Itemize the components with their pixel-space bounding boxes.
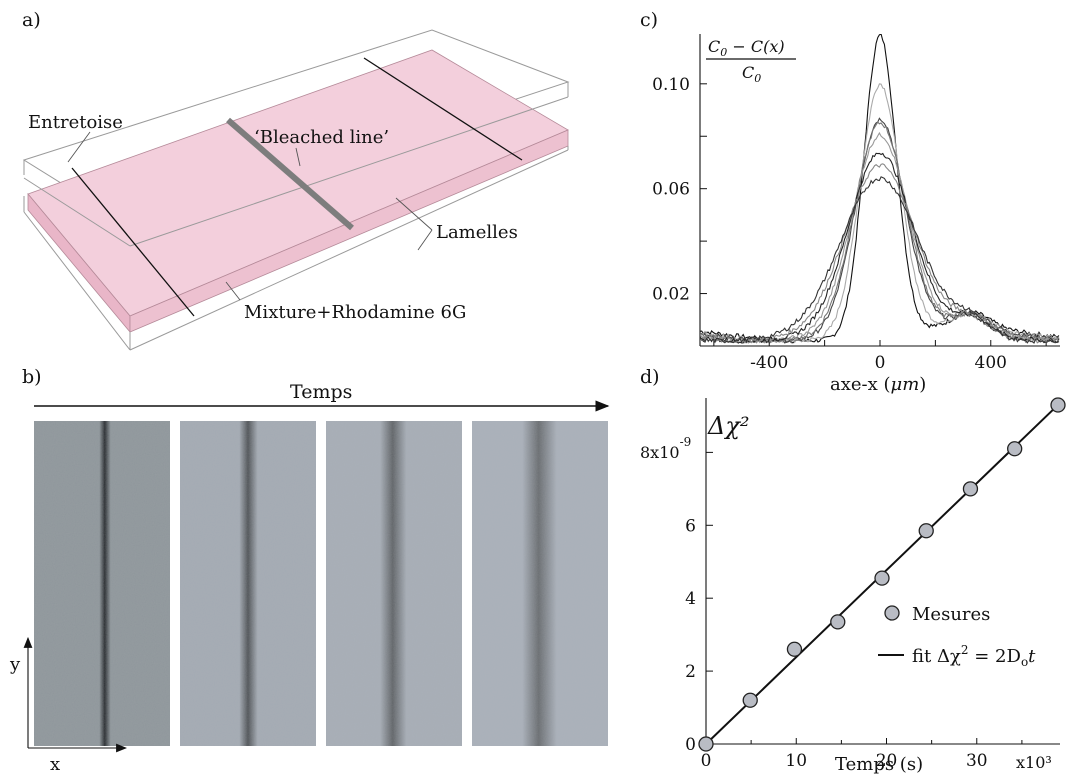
panel-a-label: a) (22, 9, 41, 31)
d-ticks: 0 2 4 6 0 10 20 30 (685, 451, 1023, 771)
c-xtick-label: 400 (975, 353, 1007, 373)
panel-d-label: d) (640, 366, 660, 388)
coverslips-leader-2 (417, 229, 433, 251)
c-ytick-label: 0.06 (652, 180, 690, 200)
d-legend: Mesures fit Δχ2 = 2Dot (878, 604, 1036, 669)
frame-noise (180, 421, 316, 746)
c-profile-curve (700, 121, 1060, 344)
d-ytick-label: 4 (685, 589, 696, 609)
d-y-multiplier: 8x10-9 (640, 435, 691, 462)
c-ylabel-denominator: C0 (742, 63, 761, 85)
coverslips-label: Lamelles (436, 222, 518, 243)
d-x-multiplier: x10³ (1016, 753, 1052, 772)
mixture-label: Mixture+Rhodamine 6G (244, 302, 466, 323)
c-xlabel: axe-x (μm) (830, 374, 926, 395)
d-measure-point (698, 736, 714, 752)
panel-d: d) Δχ² 8x10-9 0 2 4 6 0 10 20 30 Temps (s) x10³… (640, 366, 1066, 775)
d-xtick-label: 0 (701, 751, 712, 771)
spacer-label: Entretoise (28, 112, 123, 133)
d-xlabel: Temps (s) (835, 754, 923, 775)
frame-noise (326, 421, 462, 746)
panel-a: a) (22, 9, 570, 351)
spacer-left (71, 167, 195, 317)
d-measure-point (786, 641, 803, 657)
legend-fit-label: fit Δχ2 = 2Dot (912, 643, 1036, 669)
spacer-right (363, 57, 523, 161)
mixture-slab (27, 49, 569, 334)
c-ylabel-numerator: C0 − C(x) (708, 37, 785, 59)
bleached-line-label: ‘Bleached line’ (254, 127, 389, 148)
d-measure-point (1007, 441, 1023, 457)
c-profile-curve (700, 163, 1060, 344)
frame-noise (34, 421, 170, 746)
c-xtick-label: 0 (875, 353, 886, 373)
c-ticks: 0.02 0.06 0.10 -400 0 400 (652, 75, 1047, 373)
d-xtick-label: 10 (785, 751, 807, 771)
bleach-frame (472, 421, 608, 746)
d-measure-point (830, 614, 846, 630)
panel-c-label: c) (640, 9, 658, 31)
panel-b: b) Temps y x (9, 366, 610, 775)
d-ytick-label: 0 (685, 735, 696, 755)
d-ytick-label: 2 (685, 662, 696, 682)
time-label: Temps (290, 381, 352, 403)
x-axis-label: x (50, 754, 60, 775)
spacer-leader (67, 131, 91, 163)
panel-c: c) C0 − C(x) C0 0.02 0.06 0.10 -400 0 400 axe… (640, 9, 1060, 395)
bottom-coverslip (23, 96, 569, 351)
d-points (698, 397, 1066, 752)
coverslips-leader-1 (395, 197, 433, 231)
d-measure-point (962, 481, 979, 497)
c-profile-curve (700, 152, 1060, 344)
d-xtick-label: 30 (966, 751, 988, 771)
panel-b-label: b) (22, 366, 42, 388)
bleach-frames (34, 421, 608, 746)
c-profile-curve (700, 117, 1060, 344)
bleach-frame (326, 421, 462, 746)
c-ytick-label: 0.02 (652, 285, 690, 305)
d-measure-point (874, 570, 890, 586)
c-ytick-label: 0.10 (652, 75, 690, 95)
d-xtick-label: 20 (876, 751, 898, 771)
bleached-leader (295, 147, 301, 167)
y-axis-label: y (9, 654, 21, 675)
d-measure-point (1050, 397, 1066, 413)
frame-noise (472, 421, 608, 746)
d-ylabel: Δχ² (707, 412, 750, 440)
legend-measures-label: Mesures (912, 604, 990, 625)
c-xtick-label: -400 (750, 353, 788, 373)
bleached-line (226, 117, 354, 231)
c-profile-curve (700, 131, 1060, 344)
d-measure-point (918, 523, 934, 539)
mixture-leader (225, 281, 241, 301)
d-measure-point (742, 692, 758, 708)
c-profile-curve (700, 83, 1060, 344)
legend-measure-marker (884, 605, 900, 621)
d-ytick-label: 6 (685, 516, 696, 536)
bleach-frame (34, 421, 170, 746)
c-curves (700, 34, 1060, 344)
c-profile-curve (700, 176, 1059, 344)
bleach-frame (180, 421, 316, 746)
